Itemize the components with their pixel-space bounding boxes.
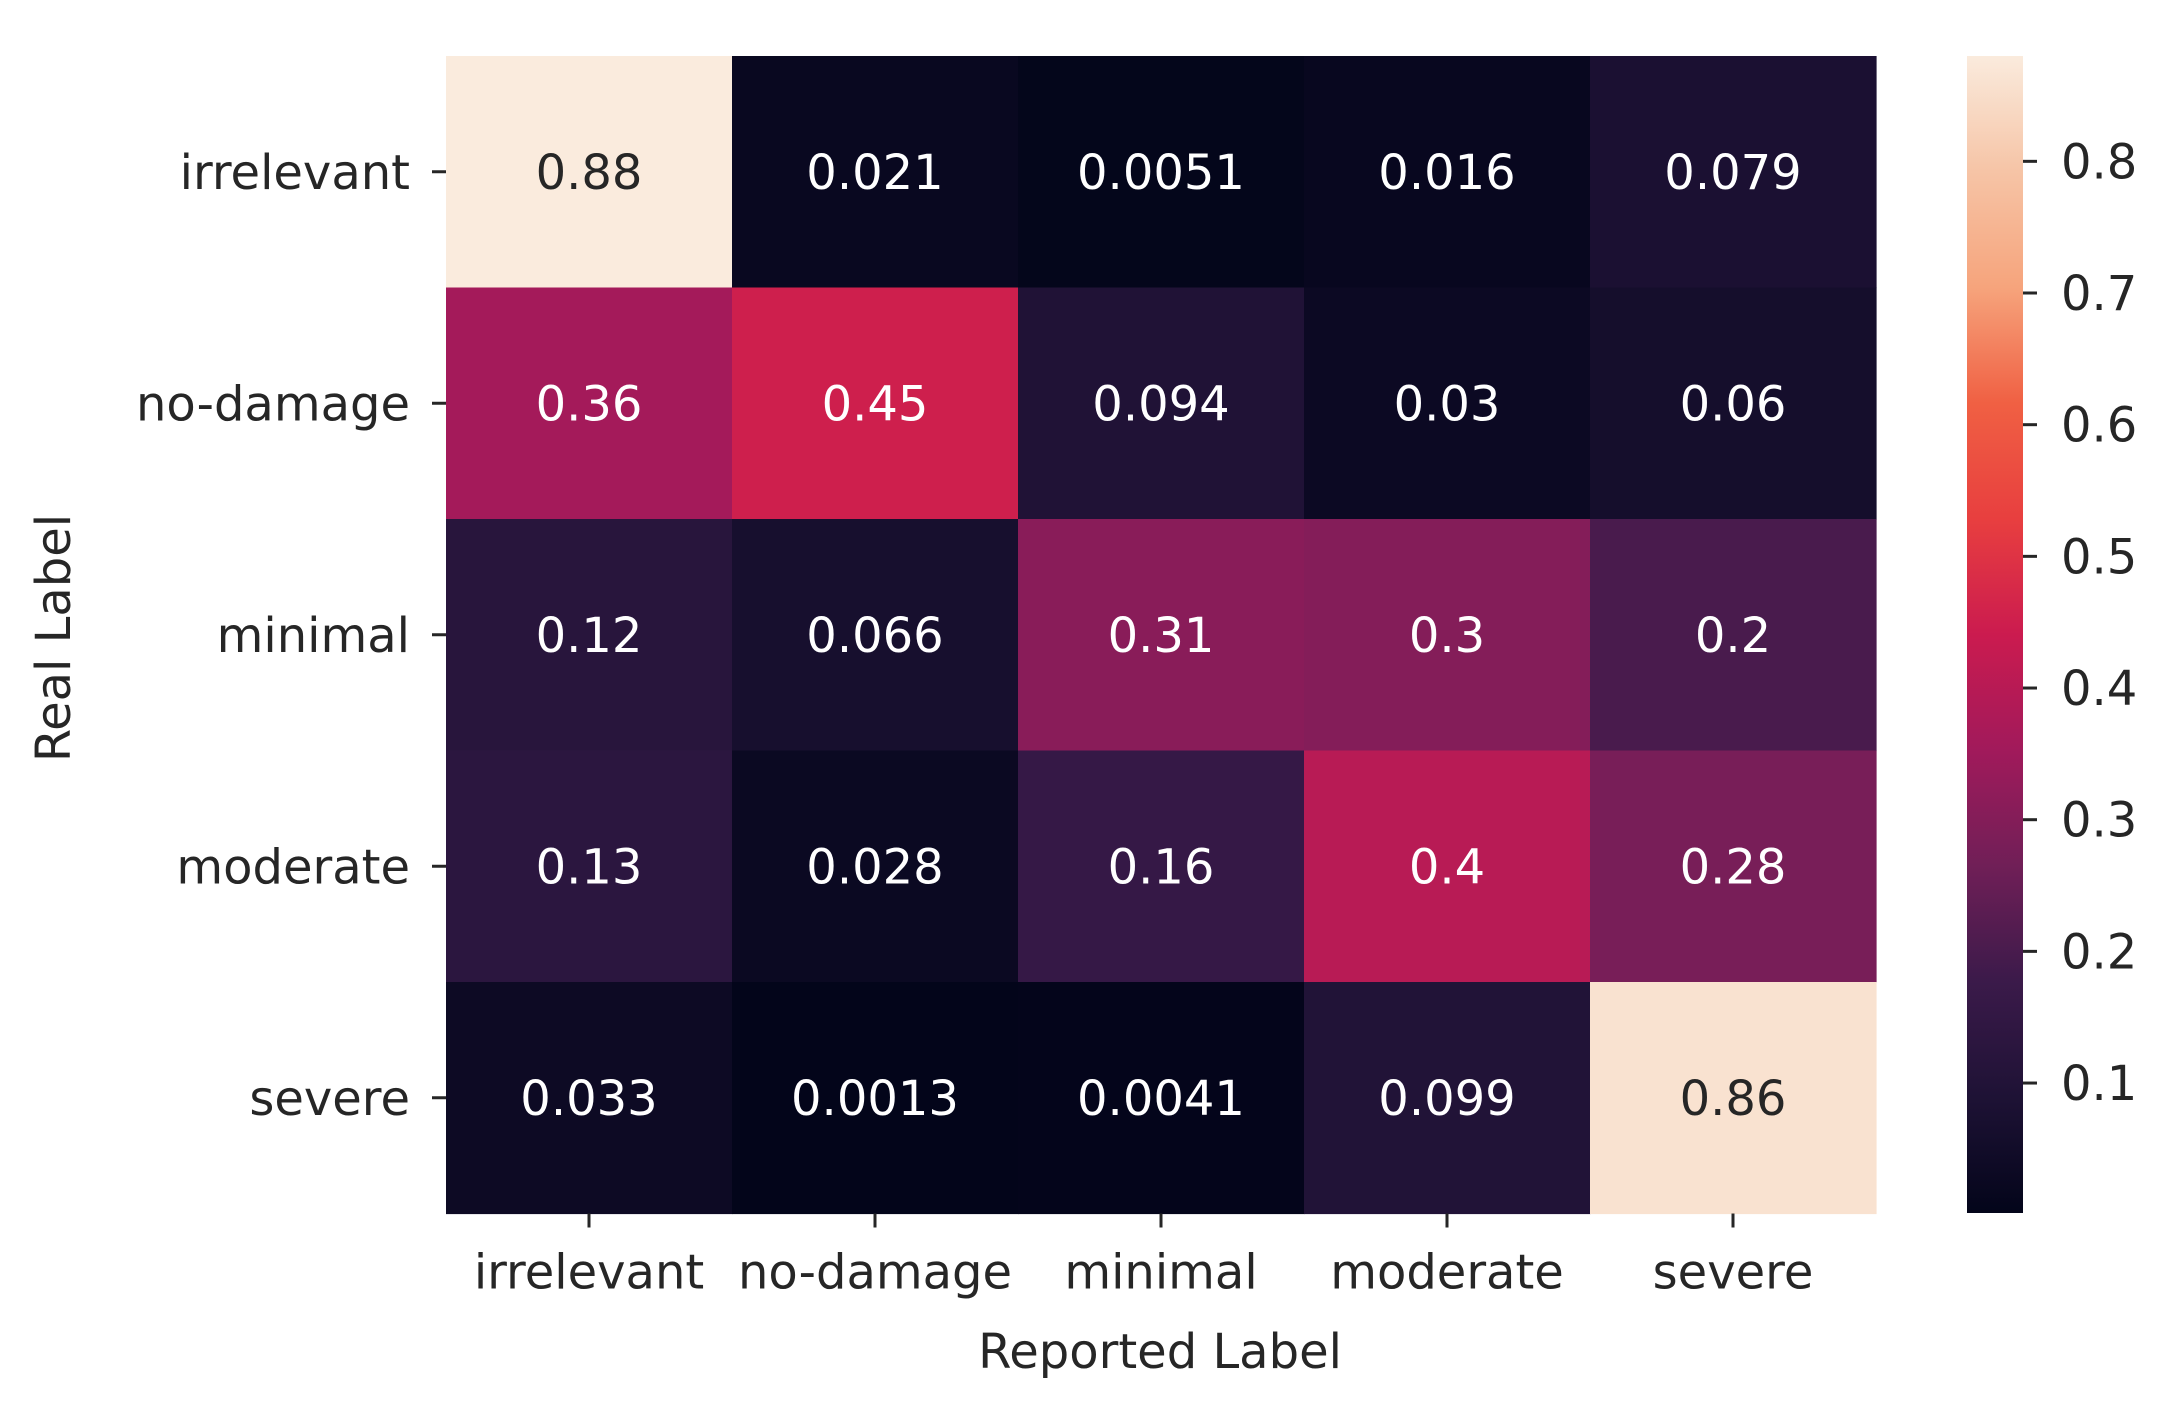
y-axis-title: Real Label xyxy=(26,514,82,762)
cell-value: 0.86 xyxy=(1680,1071,1787,1127)
heatmap-cell xyxy=(1304,519,1591,752)
cell-value: 0.066 xyxy=(806,608,943,664)
y-tick-label: no-damage xyxy=(136,376,410,432)
heatmap-cell xyxy=(732,982,1019,1215)
x-tick-label: irrelevant xyxy=(474,1245,704,1301)
colorbar-tick-label: 0.4 xyxy=(2061,661,2137,717)
colorbar-tick-label: 0.7 xyxy=(2061,266,2137,322)
cell-value: 0.0041 xyxy=(1077,1071,1245,1127)
heatmap-cell xyxy=(1018,982,1305,1215)
cell-value: 0.31 xyxy=(1108,608,1215,664)
cell-value: 0.099 xyxy=(1378,1071,1515,1127)
colorbar-tick-label: 0.1 xyxy=(2061,1056,2137,1112)
colorbar-tick-label: 0.3 xyxy=(2061,793,2137,849)
colorbar-ticks: 0.1 0.2 0.3 0.4 0.5 0.6 0.7 0.8 xyxy=(2023,134,2137,1112)
x-axis: irrelevant no-damage minimal moderate severe xyxy=(474,1213,1814,1301)
cell-value: 0.0013 xyxy=(791,1071,959,1127)
heatmap-cell xyxy=(446,982,733,1215)
colorbar-tick-label: 0.6 xyxy=(2061,398,2137,454)
heatmap-cell xyxy=(1590,750,1877,983)
cell-value: 0.0051 xyxy=(1077,145,1245,201)
cell-value: 0.033 xyxy=(520,1071,657,1127)
y-tick-label: moderate xyxy=(176,839,410,895)
y-tick-label: irrelevant xyxy=(180,145,410,201)
heatmap-cell xyxy=(1590,519,1877,752)
heatmap-cells xyxy=(446,56,1877,1215)
heatmap-cell xyxy=(732,56,1019,289)
heatmap-cell xyxy=(1590,287,1877,520)
x-tick-label: moderate xyxy=(1330,1245,1564,1301)
cell-value: 0.06 xyxy=(1680,376,1787,432)
cell-value: 0.16 xyxy=(1108,839,1215,895)
heatmap-cell xyxy=(1304,287,1591,520)
cell-value: 0.021 xyxy=(806,145,943,201)
x-tick-label: minimal xyxy=(1064,1245,1257,1301)
colorbar xyxy=(1967,56,2023,1213)
cell-value-labels: 0.88 0.021 0.0051 0.016 0.079 0.36 0.45 0.094 0.… xyxy=(520,145,1801,1127)
heatmap-cell xyxy=(1304,750,1591,983)
cell-value: 0.12 xyxy=(536,608,643,664)
heatmap-cell xyxy=(1018,750,1305,983)
cell-value: 0.2 xyxy=(1695,608,1771,664)
y-axis: irrelevant no-damage minimal moderate severe xyxy=(136,145,446,1127)
heatmap-cell xyxy=(1304,56,1591,289)
cell-value: 0.13 xyxy=(536,839,643,895)
heatmap-cell xyxy=(1018,56,1305,289)
heatmap-cell xyxy=(446,287,733,520)
colorbar-tick-label: 0.5 xyxy=(2061,529,2137,585)
heatmap-cell xyxy=(732,287,1019,520)
heatmap-cell xyxy=(1590,982,1877,1215)
cell-value: 0.094 xyxy=(1092,376,1229,432)
cell-value: 0.3 xyxy=(1409,608,1485,664)
heatmap-cell xyxy=(1590,56,1877,289)
cell-value: 0.88 xyxy=(536,145,643,201)
heatmap-cell xyxy=(446,519,733,752)
heatmap-cell xyxy=(446,750,733,983)
y-tick-label: minimal xyxy=(217,608,410,664)
heatmap-cell xyxy=(732,750,1019,983)
heatmap-cell xyxy=(1304,982,1591,1215)
x-tick-label: no-damage xyxy=(738,1245,1012,1301)
heatmap-cell xyxy=(446,56,733,289)
x-axis-title: Reported Label xyxy=(978,1324,1342,1380)
cell-value: 0.028 xyxy=(806,839,943,895)
cell-value: 0.016 xyxy=(1378,145,1515,201)
colorbar-tick-label: 0.2 xyxy=(2061,924,2137,980)
heatmap-cell xyxy=(732,519,1019,752)
x-tick-label: severe xyxy=(1653,1245,1814,1301)
colorbar-tick-label: 0.8 xyxy=(2061,134,2137,190)
cell-value: 0.079 xyxy=(1664,145,1801,201)
cell-value: 0.4 xyxy=(1409,839,1485,895)
cell-value: 0.36 xyxy=(536,376,643,432)
cell-value: 0.45 xyxy=(822,376,929,432)
cell-value: 0.28 xyxy=(1680,839,1787,895)
y-tick-label: severe xyxy=(249,1071,410,1127)
cell-value: 0.03 xyxy=(1394,376,1501,432)
heatmap-cell xyxy=(1018,519,1305,752)
heatmap-cell xyxy=(1018,287,1305,520)
